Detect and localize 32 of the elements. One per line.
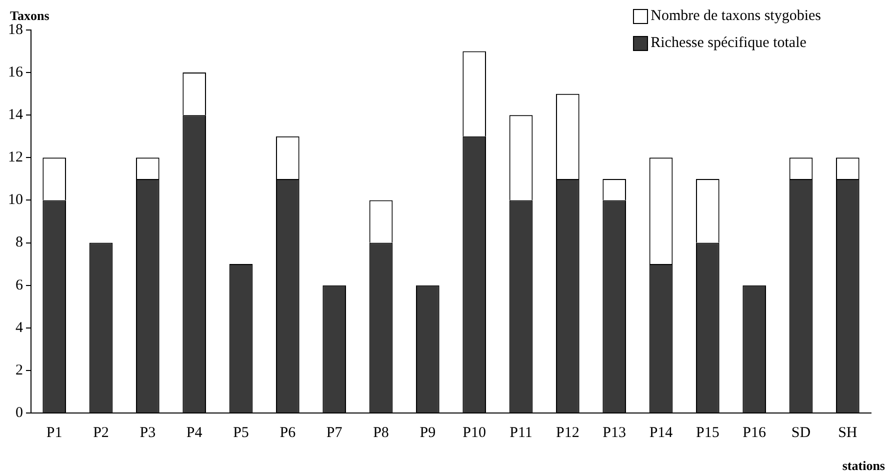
x-tick-label: P13 xyxy=(602,424,626,441)
x-tick-label: P10 xyxy=(462,424,486,441)
y-tick-label: 0 xyxy=(16,404,23,421)
x-tick-label: P4 xyxy=(186,424,203,441)
y-tick-label: 4 xyxy=(16,320,24,336)
x-tick-label: P7 xyxy=(326,424,343,441)
y-tick-label: 12 xyxy=(8,150,23,166)
x-tick-label: P11 xyxy=(510,424,532,441)
x-tick-label: P16 xyxy=(742,424,767,441)
legend-label: Nombre de taxons stygobies xyxy=(650,8,821,25)
y-tick-label: 16 xyxy=(8,64,24,80)
x-tick-label: P3 xyxy=(140,424,156,441)
x-tick-label: SD xyxy=(791,424,811,441)
y-tick-label: 6 xyxy=(16,277,24,294)
y-tick-label: 2 xyxy=(16,362,23,378)
x-tick-label: P15 xyxy=(696,424,720,441)
x-tick-label: P8 xyxy=(373,424,389,441)
x-tick-label: P9 xyxy=(420,424,436,441)
x-tick-label: P5 xyxy=(233,424,249,441)
legend-label: Richesse spécifique totale xyxy=(650,35,806,52)
x-tick-label: P14 xyxy=(649,424,674,441)
x-tick-label: P2 xyxy=(93,424,109,441)
x-tick-label: P1 xyxy=(46,424,62,441)
x-axis-title: stations xyxy=(842,458,885,473)
x-tick-label: SH xyxy=(838,424,858,441)
y-tick-label: 10 xyxy=(8,192,23,208)
x-tick-label: P6 xyxy=(280,424,296,441)
y-tick-label: 18 xyxy=(8,22,23,38)
y-tick-label: 8 xyxy=(16,234,23,251)
y-tick-label: 14 xyxy=(8,107,24,124)
x-tick-label: P12 xyxy=(556,424,580,441)
y-axis-title: Taxons xyxy=(10,8,50,23)
